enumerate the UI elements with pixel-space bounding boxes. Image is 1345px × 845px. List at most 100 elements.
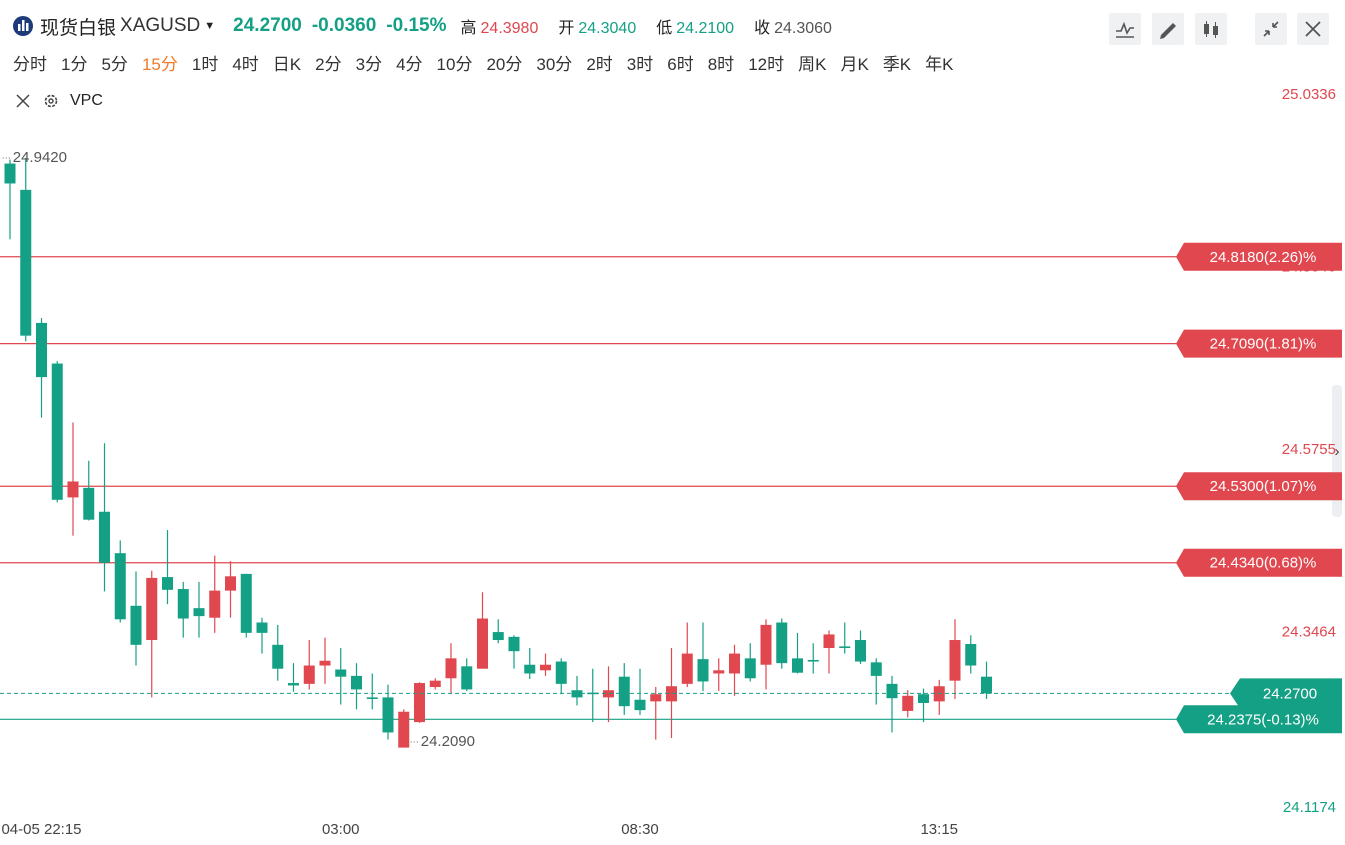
candle-body bbox=[965, 644, 977, 666]
candle-body bbox=[681, 653, 693, 684]
candle-body bbox=[618, 676, 630, 707]
candle-body bbox=[83, 487, 95, 520]
candle-body bbox=[729, 653, 740, 674]
candle-body bbox=[477, 618, 488, 669]
instrument-name: 现货白银 bbox=[40, 17, 117, 39]
candle-body bbox=[4, 163, 16, 184]
btn-collapse[interactable] bbox=[1255, 13, 1287, 45]
candle-body bbox=[555, 661, 567, 684]
candle-body bbox=[130, 605, 142, 645]
period-bar: 分时 1分 5分 15分 1时 4时 日K 2分 3分 4分 10分 20分 30分 2时 3时 6时 8时 12… bbox=[13, 50, 953, 75]
price: 24.2700 bbox=[233, 15, 302, 36]
period-tab[interactable]: 15分 bbox=[141, 55, 178, 74]
indicator-bar: VPC bbox=[14, 92, 103, 110]
stat-label: 收 bbox=[754, 19, 771, 37]
candle-body bbox=[382, 697, 394, 733]
period-tab[interactable]: 6时 bbox=[667, 55, 694, 74]
candle-body bbox=[603, 690, 614, 698]
last-price-label: 24.2700 bbox=[1263, 685, 1317, 702]
candle-body bbox=[870, 662, 882, 676]
period-tab[interactable]: 4时 bbox=[232, 55, 259, 74]
indicator-settings[interactable] bbox=[42, 92, 60, 110]
dropdown-caret[interactable]: ▼ bbox=[204, 20, 216, 32]
y-tick-label: 24.1174 bbox=[1283, 799, 1336, 816]
btn-draw[interactable] bbox=[1152, 13, 1184, 45]
scroll-arrow: › bbox=[1335, 443, 1340, 460]
candle-body bbox=[823, 634, 835, 648]
stat: 开 24.3040 bbox=[558, 20, 646, 37]
price-line-tag bbox=[1176, 548, 1342, 577]
period-tab[interactable]: 12时 bbox=[748, 55, 785, 74]
btn-line[interactable] bbox=[1109, 13, 1141, 45]
period-tab[interactable]: 分时 bbox=[13, 55, 47, 74]
stat: 高 24.3980 bbox=[461, 20, 549, 37]
x-tick-label: 04-05 22:15 bbox=[1, 821, 81, 838]
period-tab[interactable]: 8时 bbox=[707, 55, 735, 74]
candle-body bbox=[697, 659, 709, 682]
period-tab[interactable]: 20分 bbox=[486, 55, 523, 74]
period-tab[interactable]: 30分 bbox=[536, 55, 573, 74]
candle-body bbox=[634, 699, 646, 711]
x-tick-label: 13:15 bbox=[920, 821, 958, 838]
last-price-tag bbox=[1230, 678, 1342, 709]
candle-body bbox=[351, 675, 362, 690]
y-tick-label: 24.5755 bbox=[1282, 441, 1336, 458]
period-tab[interactable]: 3分 bbox=[355, 55, 383, 74]
candle-body bbox=[256, 622, 268, 633]
indicator-name: VPC bbox=[70, 92, 103, 109]
period-tab[interactable]: 日K bbox=[272, 55, 302, 74]
period-tab[interactable]: 2时 bbox=[586, 55, 613, 74]
candle-body bbox=[807, 659, 819, 662]
candle-body bbox=[67, 481, 79, 498]
symbol[interactable]: XAGUSD bbox=[120, 15, 201, 36]
period-tab[interactable]: 1时 bbox=[191, 55, 219, 74]
period-tab[interactable]: 周K bbox=[798, 55, 827, 74]
candle-body bbox=[760, 624, 772, 665]
candle-body bbox=[398, 711, 410, 748]
candle-body bbox=[20, 189, 32, 336]
stat-label: 开 bbox=[558, 19, 575, 37]
remove-indicator[interactable] bbox=[14, 92, 32, 110]
period-tab[interactable]: 4分 bbox=[396, 55, 423, 74]
period-tab[interactable]: 年K bbox=[925, 55, 954, 74]
period-tab[interactable]: 月K bbox=[840, 55, 869, 74]
stat-label: 低 bbox=[656, 19, 673, 37]
price-line-tag bbox=[1176, 472, 1342, 501]
candle-body bbox=[445, 658, 457, 679]
period-tab[interactable]: 10分 bbox=[436, 55, 473, 74]
candle-body bbox=[99, 511, 110, 563]
annotation: 24.2090 bbox=[421, 733, 475, 750]
stat: 收 24.3060 bbox=[754, 20, 842, 37]
period-tab[interactable]: 1分 bbox=[61, 55, 88, 74]
stat-value: 24.3980 bbox=[480, 19, 539, 37]
candle-body bbox=[540, 664, 551, 671]
candle-body bbox=[146, 577, 158, 641]
candle-body bbox=[918, 694, 929, 703]
candle-body bbox=[51, 363, 63, 500]
candle-body bbox=[114, 553, 126, 620]
candle-body bbox=[272, 644, 284, 669]
candle-body bbox=[792, 658, 803, 673]
x-tick-label: 03:00 bbox=[322, 821, 360, 838]
btn-candle[interactable] bbox=[1195, 13, 1227, 45]
change-pct: -0.15% bbox=[386, 15, 447, 36]
price-line-label: 24.2375(-0.13)% bbox=[1207, 711, 1319, 728]
candle-body bbox=[902, 695, 914, 711]
price-line-label: 24.4340(0.68)% bbox=[1210, 555, 1317, 572]
header: 现货白银 XAGUSD ▼ 24.2700 -0.0360 -0.15% 高 24… bbox=[0, 10, 862, 42]
candle-body bbox=[429, 680, 441, 688]
annotation: 24.9420 bbox=[13, 149, 67, 166]
period-tab[interactable]: 5分 bbox=[101, 55, 128, 74]
x-tick-label: 08:30 bbox=[621, 821, 659, 838]
period-tab[interactable]: 3时 bbox=[626, 55, 654, 74]
period-tab[interactable]: 季K bbox=[882, 55, 912, 74]
btn-close[interactable] bbox=[1297, 13, 1329, 45]
candle-body bbox=[288, 683, 299, 686]
candle-body bbox=[839, 646, 851, 648]
candle-body bbox=[508, 636, 520, 652]
candle-body bbox=[666, 686, 677, 702]
candle-body bbox=[414, 683, 425, 723]
period-tab[interactable]: 2分 bbox=[315, 55, 342, 74]
candle-body bbox=[713, 670, 725, 674]
